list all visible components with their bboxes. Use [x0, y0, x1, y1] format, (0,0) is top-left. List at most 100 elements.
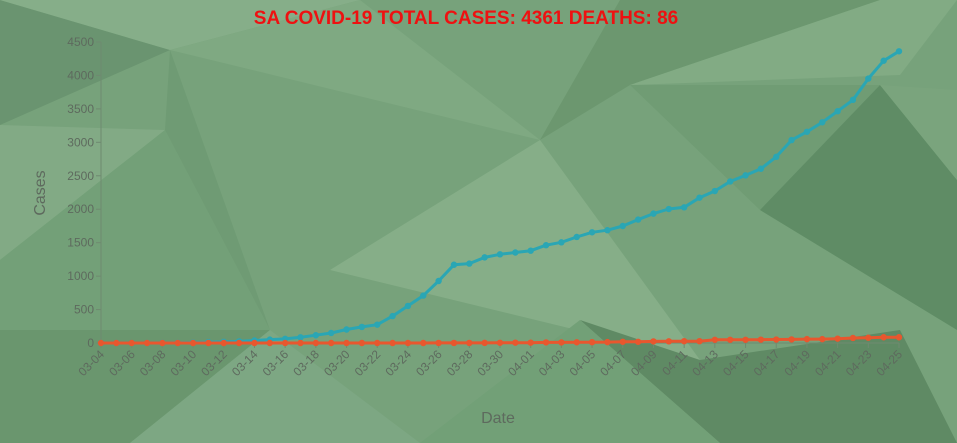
data-point-deaths[interactable]: [680, 337, 688, 345]
series-deaths: [97, 334, 903, 347]
data-point-deaths[interactable]: [865, 334, 872, 341]
data-point-cases[interactable]: [450, 261, 458, 268]
data-point-cases[interactable]: [420, 292, 427, 299]
data-point-cases[interactable]: [588, 229, 596, 236]
data-point-cases[interactable]: [466, 260, 473, 267]
data-point-deaths[interactable]: [726, 336, 734, 343]
data-point-deaths[interactable]: [251, 339, 258, 347]
data-point-deaths[interactable]: [496, 339, 504, 346]
data-point-deaths[interactable]: [895, 334, 903, 341]
data-point-deaths[interactable]: [389, 339, 396, 347]
data-point-cases[interactable]: [512, 249, 519, 256]
data-point-cases[interactable]: [849, 96, 857, 104]
data-point-deaths[interactable]: [542, 339, 550, 346]
data-point-deaths[interactable]: [174, 339, 181, 347]
y-tick-label: 2500: [67, 169, 94, 183]
data-point-cases[interactable]: [650, 210, 657, 217]
x-axis-ticks: 03-04 03-06 03-08 03-10 03-12 03-14 03-16 03-18…: [76, 343, 905, 379]
data-point-cases[interactable]: [726, 178, 734, 185]
data-point-cases[interactable]: [711, 187, 719, 195]
data-point-cases[interactable]: [558, 239, 565, 246]
data-point-cases[interactable]: [542, 242, 550, 249]
data-point-deaths[interactable]: [527, 339, 534, 346]
data-point-deaths[interactable]: [97, 339, 105, 347]
data-point-deaths[interactable]: [128, 339, 135, 347]
data-point-deaths[interactable]: [481, 339, 488, 347]
data-point-deaths[interactable]: [711, 336, 719, 343]
data-point-deaths[interactable]: [374, 339, 381, 347]
data-point-deaths[interactable]: [880, 334, 887, 341]
y-axis-label: Cases: [32, 170, 49, 215]
data-point-cases[interactable]: [374, 321, 381, 328]
data-point-deaths[interactable]: [650, 338, 657, 345]
data-point-cases[interactable]: [773, 153, 780, 161]
data-point-deaths[interactable]: [803, 335, 811, 343]
data-point-deaths[interactable]: [466, 339, 473, 347]
x-tick-label: 03-24: [382, 347, 414, 379]
data-point-deaths[interactable]: [235, 339, 243, 347]
data-point-cases[interactable]: [742, 172, 749, 179]
data-point-cases[interactable]: [435, 277, 442, 285]
data-point-cases[interactable]: [788, 136, 795, 144]
data-point-deaths[interactable]: [757, 336, 765, 343]
data-point-cases[interactable]: [834, 108, 841, 115]
data-point-deaths[interactable]: [420, 339, 427, 347]
data-point-deaths[interactable]: [788, 336, 795, 343]
data-point-cases[interactable]: [803, 128, 811, 135]
data-point-deaths[interactable]: [450, 339, 458, 347]
data-point-deaths[interactable]: [343, 339, 350, 347]
data-point-deaths[interactable]: [159, 339, 166, 347]
data-point-cases[interactable]: [327, 329, 335, 337]
data-point-deaths[interactable]: [205, 339, 212, 347]
data-point-deaths[interactable]: [281, 339, 289, 347]
data-point-deaths[interactable]: [189, 339, 197, 347]
data-point-cases[interactable]: [634, 216, 642, 223]
data-point-cases[interactable]: [619, 222, 626, 230]
data-point-deaths[interactable]: [220, 339, 227, 347]
data-point-deaths[interactable]: [588, 338, 596, 346]
data-point-cases[interactable]: [496, 251, 504, 258]
data-point-deaths[interactable]: [327, 339, 335, 347]
data-point-deaths[interactable]: [358, 339, 366, 347]
data-point-deaths[interactable]: [143, 339, 151, 347]
data-point-cases[interactable]: [895, 48, 903, 55]
data-point-deaths[interactable]: [619, 338, 626, 345]
data-point-deaths[interactable]: [113, 339, 120, 347]
data-point-deaths[interactable]: [665, 338, 673, 345]
y-axis-ticks: 0 500 1000 1500 2000 2500 3000 3500 4000 4500: [67, 35, 101, 350]
data-point-deaths[interactable]: [573, 339, 580, 346]
x-tick-label: 04-11: [659, 347, 690, 378]
data-point-cases[interactable]: [404, 302, 412, 310]
data-point-deaths[interactable]: [834, 335, 841, 342]
data-point-cases[interactable]: [389, 312, 396, 320]
data-point-cases[interactable]: [696, 194, 703, 201]
data-point-deaths[interactable]: [604, 338, 611, 346]
data-point-deaths[interactable]: [696, 337, 703, 345]
data-point-deaths[interactable]: [819, 335, 826, 343]
data-point-cases[interactable]: [358, 323, 366, 331]
data-point-cases[interactable]: [680, 204, 688, 211]
data-point-deaths[interactable]: [297, 339, 304, 347]
data-point-deaths[interactable]: [634, 338, 642, 345]
data-point-deaths[interactable]: [512, 339, 519, 346]
data-point-cases[interactable]: [604, 227, 611, 234]
data-point-cases[interactable]: [527, 247, 534, 254]
data-point-deaths[interactable]: [435, 339, 442, 347]
data-point-cases[interactable]: [343, 326, 350, 333]
data-point-deaths[interactable]: [558, 339, 565, 346]
data-point-cases[interactable]: [865, 75, 872, 82]
data-point-cases[interactable]: [297, 334, 304, 341]
data-point-deaths[interactable]: [773, 336, 780, 343]
data-point-cases[interactable]: [312, 332, 320, 339]
data-point-deaths[interactable]: [849, 334, 857, 342]
data-point-deaths[interactable]: [742, 336, 749, 343]
data-point-deaths[interactable]: [404, 339, 412, 347]
data-point-cases[interactable]: [757, 165, 765, 172]
data-point-cases[interactable]: [880, 57, 887, 64]
data-point-deaths[interactable]: [312, 339, 320, 347]
data-point-cases[interactable]: [481, 254, 488, 261]
data-point-cases[interactable]: [665, 205, 673, 213]
data-point-cases[interactable]: [573, 233, 580, 241]
data-point-deaths[interactable]: [266, 339, 274, 347]
data-point-cases[interactable]: [819, 119, 826, 126]
